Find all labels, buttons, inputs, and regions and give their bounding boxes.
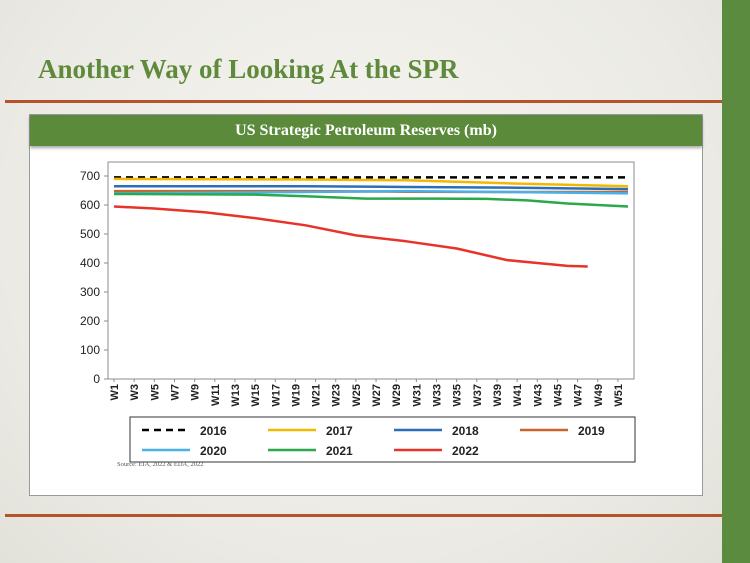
legend-label-2016: 2016 <box>200 424 227 438</box>
x-tick-label: W33 <box>432 384 444 407</box>
legend-box <box>129 416 636 463</box>
series-line-2017 <box>113 177 629 188</box>
x-tick-label: W17 <box>270 384 282 407</box>
x-tick-label: W11 <box>210 384 222 406</box>
slide-side-bar <box>722 0 750 563</box>
x-tick-label: W43 <box>532 384 544 407</box>
x-tick-label: W5 <box>149 384 161 401</box>
y-tick-label: 700 <box>80 169 100 183</box>
legend-label-2020: 2020 <box>200 444 227 458</box>
x-tick-label: W13 <box>230 384 242 407</box>
slide-title: Another Way of Looking At the SPR <box>38 54 459 84</box>
y-tick-label: 100 <box>80 343 100 357</box>
x-tick-label: W23 <box>331 384 343 407</box>
x-tick-label: W21 <box>311 384 323 407</box>
legend-label-2022: 2022 <box>452 444 479 458</box>
x-tick-label: W1 <box>109 384 121 401</box>
legend-label-2021: 2021 <box>326 444 353 458</box>
x-tick-label: W27 <box>371 384 383 407</box>
x-tick-label: W15 <box>250 384 262 407</box>
x-tick-label: W41 <box>512 384 524 407</box>
series-line-2021 <box>113 192 629 208</box>
x-tick-label: W35 <box>452 384 464 407</box>
chart-frame: US Strategic Petroleum Reserves (mb) 0 10… <box>29 114 703 496</box>
x-tick-label: W25 <box>351 384 363 407</box>
y-tick-label: 300 <box>80 285 100 299</box>
legend-label-2017: 2017 <box>326 424 353 438</box>
legend-label-2018: 2018 <box>452 424 479 438</box>
y-tick-label: 0 <box>93 372 100 386</box>
y-tick-label: 200 <box>80 314 100 328</box>
x-tick-label: W19 <box>290 384 302 407</box>
footer-rule <box>5 514 722 517</box>
chart-canvas: 0 100 200 300 400 500 600 700 W1 W3 W5 W7 W9 W11 W13 W1… <box>80 161 636 463</box>
x-tick-label: W45 <box>552 384 564 407</box>
series-line-2020 <box>113 189 629 195</box>
x-tick-label: W7 <box>169 384 181 401</box>
legend-label-2019: 2019 <box>578 424 605 438</box>
x-tick-label: W9 <box>190 384 202 401</box>
series-line-2018 <box>114 184 629 191</box>
y-tick-label: 400 <box>80 256 100 270</box>
title-rule <box>5 100 722 103</box>
x-tick-label: W31 <box>411 384 423 407</box>
x-tick-label: W3 <box>129 384 141 401</box>
x-tick-label: W29 <box>391 384 403 407</box>
x-tick-label: W39 <box>492 384 504 407</box>
x-tick-label: W47 <box>573 384 585 407</box>
x-tick-label: W51 <box>613 384 625 407</box>
source-note: Source: EIA, 2022 & EDA, 2022 <box>117 461 204 468</box>
series-line-2022 <box>113 205 588 268</box>
x-tick-label: W49 <box>593 384 605 407</box>
y-tick-label: 600 <box>80 198 100 212</box>
x-tick-label: W37 <box>472 384 484 407</box>
y-tick-label: 500 <box>80 227 100 241</box>
chart-title: US Strategic Petroleum Reserves (mb) <box>30 115 702 146</box>
